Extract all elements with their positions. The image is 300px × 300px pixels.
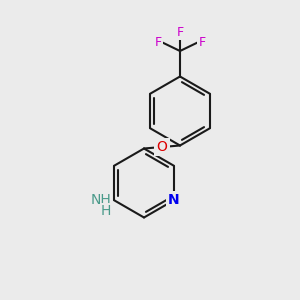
Text: N: N <box>168 193 180 207</box>
Text: NH: NH <box>90 193 111 207</box>
Text: F: F <box>154 35 161 49</box>
Text: F: F <box>199 35 206 49</box>
Text: O: O <box>157 140 167 154</box>
Text: H: H <box>101 204 111 218</box>
Text: F: F <box>176 26 184 39</box>
